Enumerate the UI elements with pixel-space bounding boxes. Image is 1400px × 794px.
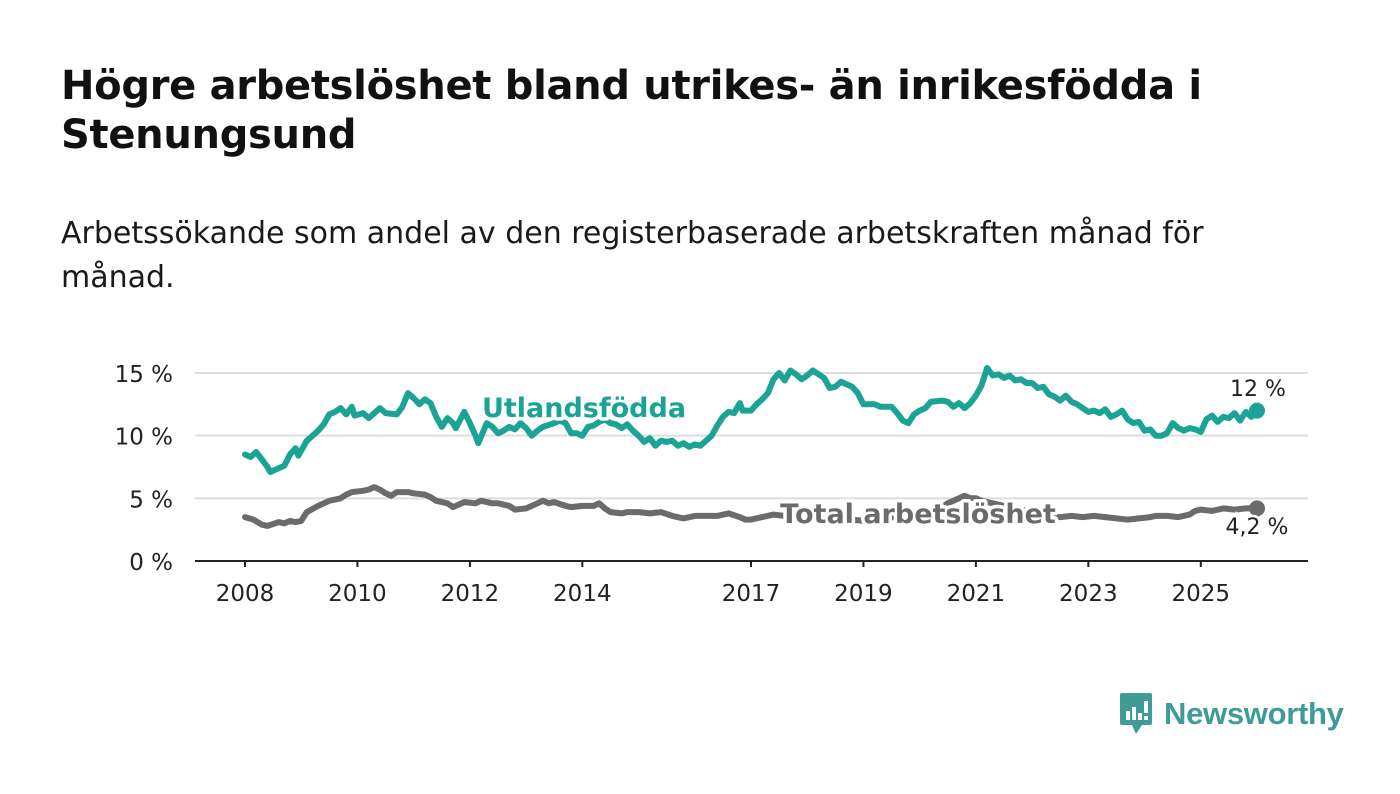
x-tick-label: 2023 xyxy=(1059,581,1118,607)
y-tick-label: 15 % xyxy=(115,362,173,388)
series-end-label-1: 4,2 % xyxy=(1226,515,1289,540)
newsworthy-logo-icon xyxy=(1120,693,1152,734)
x-tick-label: 2025 xyxy=(1172,581,1231,607)
series-end-label-0: 12 % xyxy=(1230,377,1286,402)
series-line-0 xyxy=(242,365,1260,475)
newsworthy-logo-text: Newsworthy xyxy=(1164,696,1344,731)
x-tick-label: 2008 xyxy=(216,581,275,607)
y-tick-label: 5 % xyxy=(129,487,173,513)
newsworthy-logo: Newsworthy xyxy=(1118,690,1344,738)
y-tick-label: 0 % xyxy=(129,550,173,576)
series-name-label-1: Total arbetslöshet xyxy=(780,499,1056,530)
series-lines xyxy=(242,365,1265,529)
series-end-point-0 xyxy=(1249,402,1265,419)
series-name-label-0: Utlandsfödda xyxy=(482,393,686,424)
x-tick-label: 2021 xyxy=(947,581,1006,607)
x-tick-label: 2019 xyxy=(834,581,893,607)
x-tick-label: 2017 xyxy=(722,581,781,607)
chart-title: Högre arbetslöshet bland utrikes- än inr… xyxy=(61,63,1202,158)
x-tick-label: 2014 xyxy=(553,581,612,607)
series-line-1 xyxy=(242,484,1260,529)
series-labels: Utlandsfödda Total arbetslöshet 12 % 4,2 % xyxy=(478,375,1291,543)
series-end-point-1 xyxy=(1249,500,1265,517)
x-tick-label: 2010 xyxy=(328,581,387,607)
x-tick-label: 2012 xyxy=(441,581,500,607)
gridlines xyxy=(195,372,1308,500)
y-tick-label: 10 % xyxy=(115,425,173,451)
axes: 0 % 5 % 10 % 15 % 2008 2010 2012 2014 2017 2019 20… xyxy=(115,362,1308,607)
chart-subtitle: Arbetssökande som andel av den registerb… xyxy=(61,216,1204,295)
